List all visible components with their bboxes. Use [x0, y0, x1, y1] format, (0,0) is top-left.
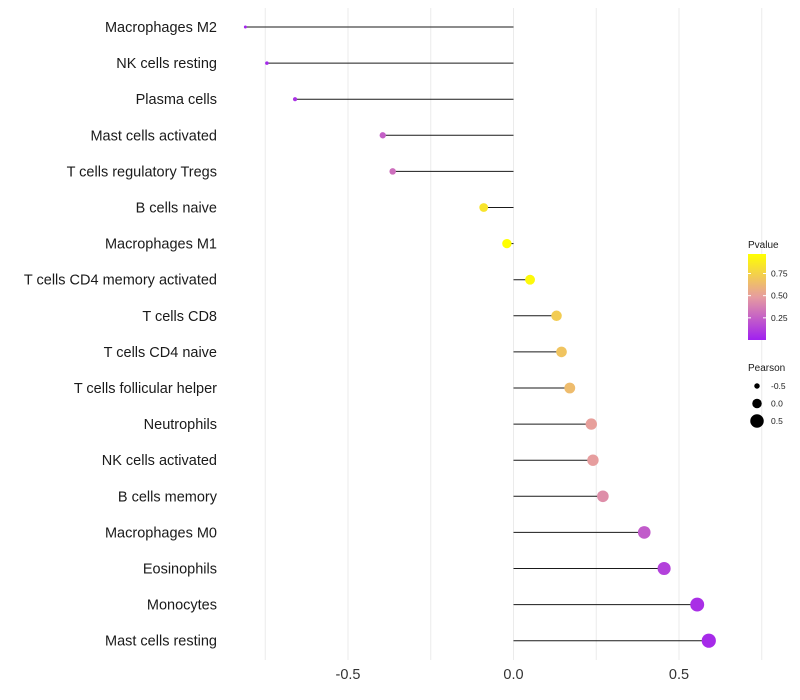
color-legend-tick-label: 0.75 [771, 269, 788, 279]
category-label: T cells CD8 [142, 309, 217, 325]
lollipop-point [243, 25, 247, 29]
lollipop-point [551, 310, 562, 322]
x-tick-label: 0.0 [503, 667, 523, 683]
size-legend-items: -0.5 0.0 0.5 [750, 381, 786, 428]
category-label: Neutrophils [144, 417, 217, 433]
category-label: B cells naive [136, 201, 217, 217]
x-tick-label: -0.5 [336, 667, 361, 683]
size-legend-point [752, 398, 762, 409]
size-legend-label: 0.0 [771, 399, 783, 409]
color-legend-bar [748, 254, 766, 340]
category-labels: Macrophages M2 NK cells resting Plasma cel… [24, 20, 218, 650]
lollipop-point [389, 168, 396, 175]
lollipop-point [292, 97, 298, 102]
color-legend-tick-label: 0.50 [771, 291, 788, 301]
size-legend-title: Pearson [748, 363, 785, 374]
category-label: Plasma cells [136, 92, 217, 108]
color-legend-title: Pvalue [748, 240, 779, 251]
lollipop-point [587, 454, 599, 466]
category-label: Macrophages M1 [105, 237, 217, 253]
lollipop-point [502, 238, 512, 249]
lollipop-stems [245, 26, 709, 642]
category-label: T cells follicular helper [74, 381, 217, 397]
size-legend-label: -0.5 [771, 381, 786, 391]
category-label: Eosinophils [143, 562, 217, 578]
color-legend-tick-label: 0.25 [771, 313, 788, 323]
lollipop-point [701, 633, 716, 648]
lollipop-points [243, 25, 716, 648]
size-legend-label: 0.5 [771, 416, 783, 426]
category-label: Macrophages M0 [105, 525, 217, 541]
lollipop-point [379, 132, 386, 139]
lollipop-point [585, 418, 597, 430]
lollipop-point [479, 203, 489, 212]
x-tick-label: 0.5 [669, 667, 689, 683]
lollipop-point [637, 526, 651, 539]
category-label: T cells CD4 naive [104, 345, 217, 361]
lollipop-point [525, 274, 535, 285]
category-label: Monocytes [147, 598, 217, 614]
lollipop-point [556, 346, 567, 358]
color-legend-ticks: 0.25 0.50 0.75 [748, 269, 788, 323]
category-label: NK cells resting [116, 56, 217, 72]
category-label: Mast cells activated [90, 128, 217, 144]
category-label: T cells regulatory Tregs [67, 164, 217, 180]
lollipop-point [657, 561, 671, 576]
size-legend-point [750, 414, 764, 428]
category-label: NK cells activated [102, 453, 217, 469]
category-label: T cells CD4 memory activated [24, 273, 217, 289]
category-label: Mast cells resting [105, 634, 217, 650]
legends: Pvalue 0.25 0.50 0.75 Pearson -0.5 0.0 0.5 [748, 240, 788, 428]
category-label: Macrophages M2 [105, 20, 217, 36]
category-label: B cells memory [118, 489, 218, 505]
lollipop-point [690, 597, 705, 612]
gridlines [264, 8, 763, 660]
lollipop-point [265, 61, 269, 65]
size-legend-point [754, 383, 760, 389]
x-axis-ticks: -0.5 0.0 0.5 [336, 667, 690, 683]
lollipop-point [564, 382, 576, 394]
lollipop-point [597, 490, 609, 503]
